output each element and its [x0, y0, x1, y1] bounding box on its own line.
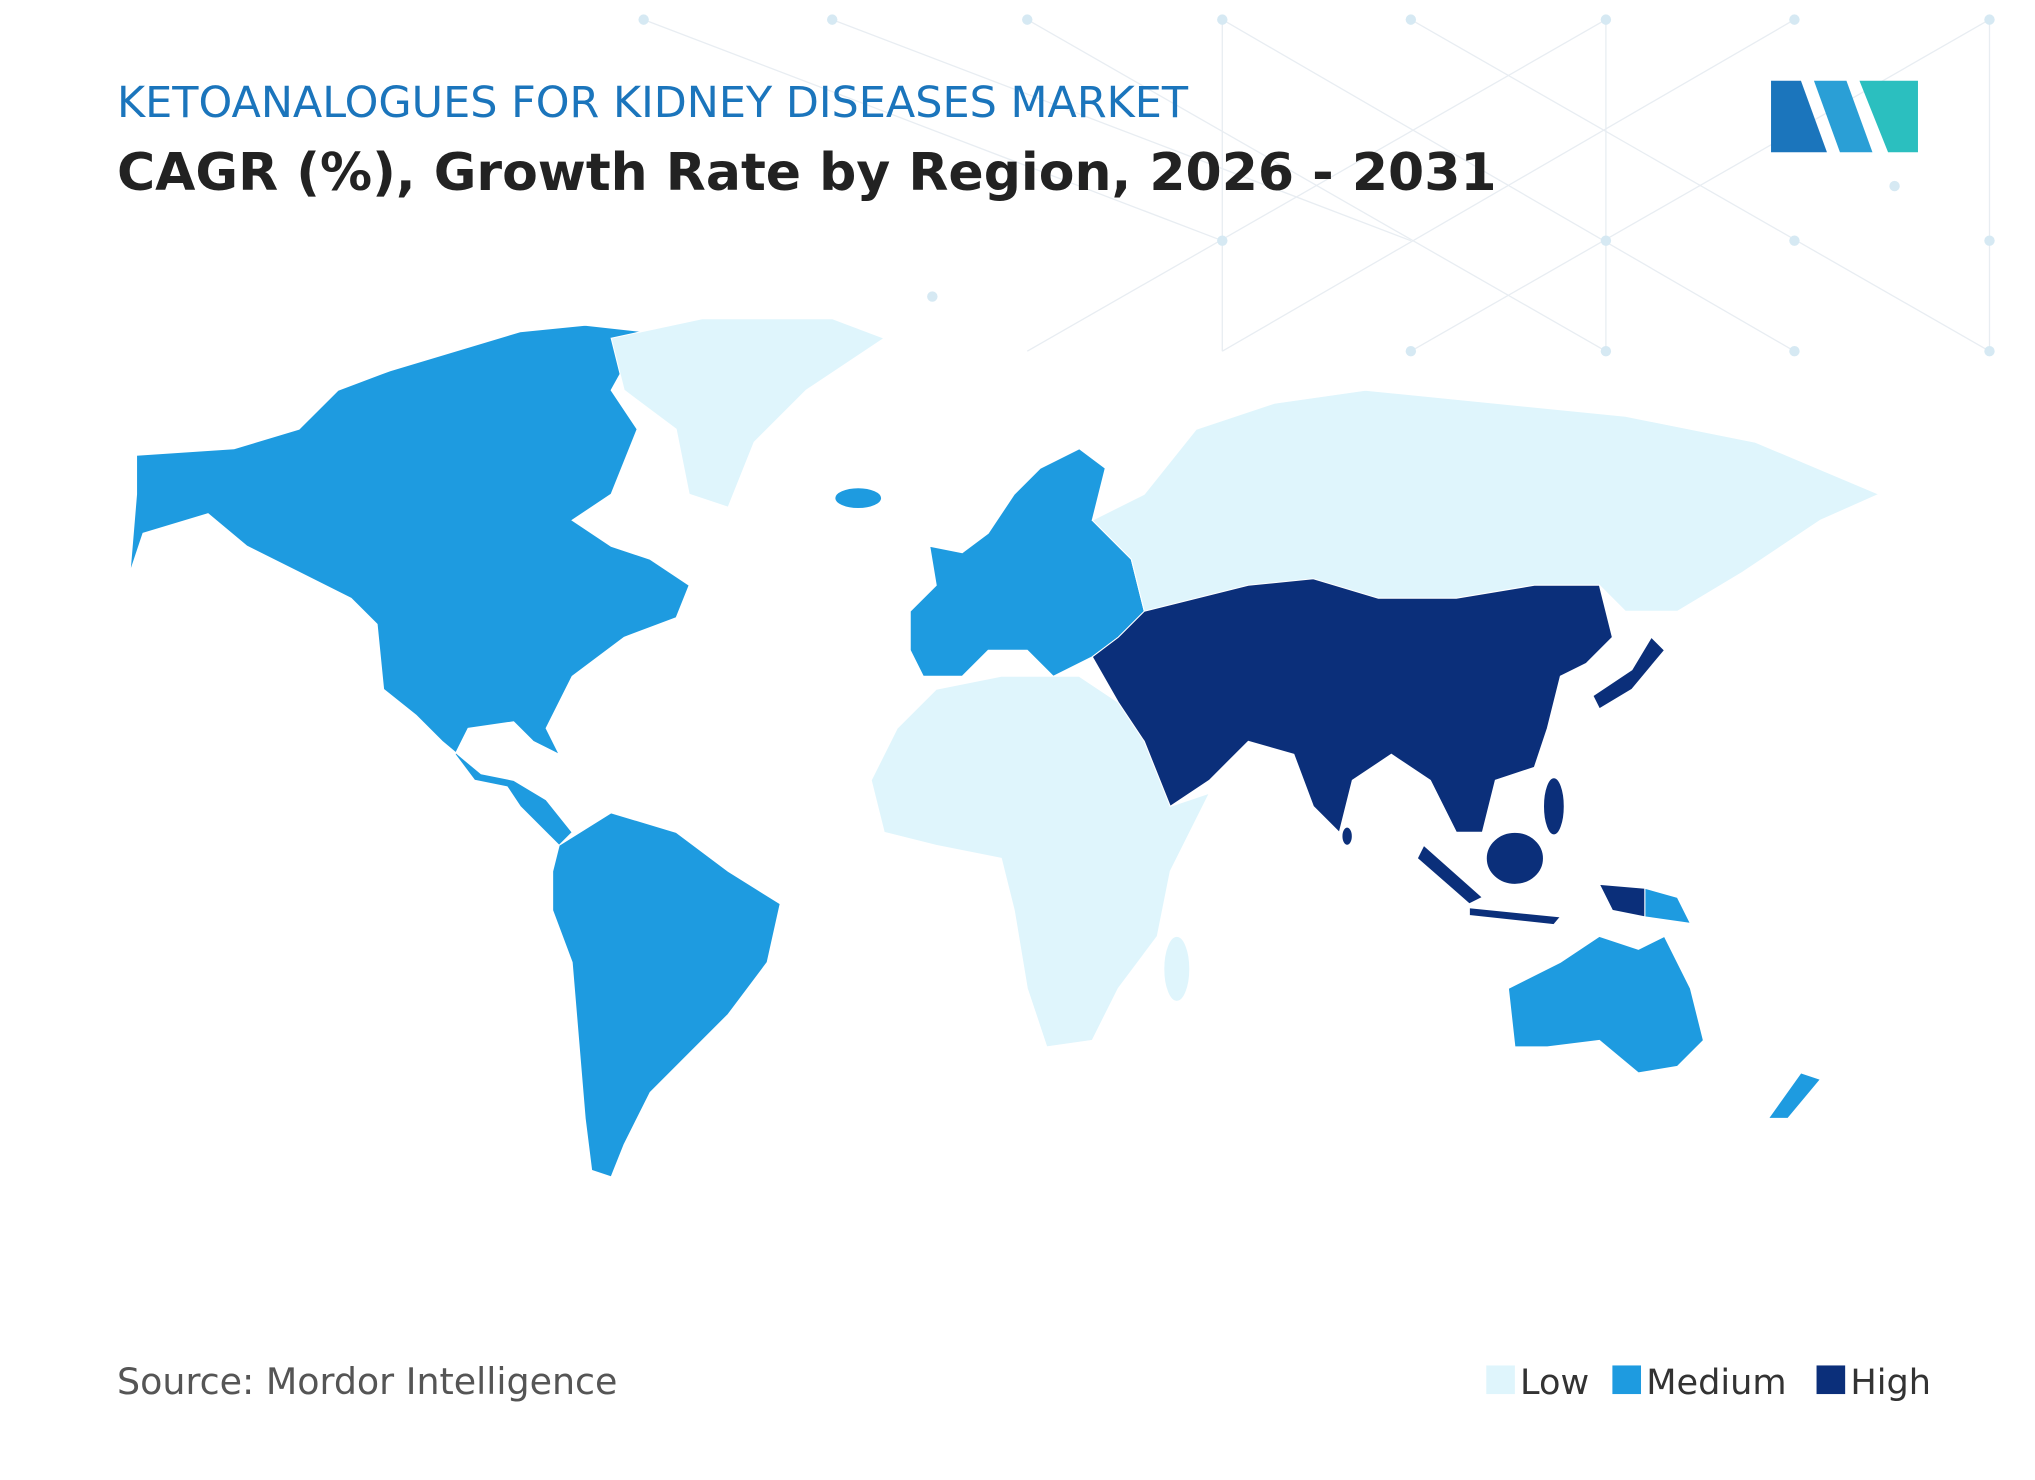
- legend-label: Medium: [1646, 1362, 1786, 1403]
- europe: [909, 448, 1145, 677]
- new-guinea: [1598, 883, 1646, 918]
- africa: [870, 675, 1211, 1048]
- borneo: [1485, 831, 1544, 885]
- greenland: [610, 318, 886, 508]
- java: [1468, 907, 1562, 926]
- world-map: [129, 318, 1881, 1178]
- iceland: [834, 487, 883, 510]
- south-america: [552, 812, 781, 1178]
- sumatra: [1416, 844, 1484, 905]
- madagascar: [1163, 935, 1191, 1002]
- russia: [1091, 389, 1881, 612]
- legend-swatch: [1486, 1365, 1515, 1395]
- legend: Low Medium High: [1486, 1362, 1931, 1403]
- title: KETOANALOGUES FOR KIDNEY DISEASES MARKET: [117, 78, 1189, 128]
- new-zealand: [1767, 1072, 1822, 1119]
- japan: [1592, 636, 1666, 710]
- sri-lanka: [1341, 826, 1353, 846]
- legend-label: High: [1850, 1362, 1931, 1403]
- subtitle: CAGR (%), Growth Rate by Region, 2026 - …: [117, 143, 1497, 203]
- papua-new-guinea: [1644, 887, 1692, 925]
- asia: [1091, 578, 1613, 834]
- source: Source: Mordor Intelligence: [117, 1360, 617, 1403]
- australia: [1507, 935, 1704, 1074]
- background-network: [638, 14, 1995, 357]
- north-america: [129, 324, 690, 847]
- legend-swatch: [1612, 1365, 1642, 1395]
- legend-label: Low: [1520, 1362, 1589, 1403]
- legend-swatch: [1816, 1365, 1846, 1395]
- philippines: [1542, 777, 1565, 836]
- logo: [1771, 80, 1918, 153]
